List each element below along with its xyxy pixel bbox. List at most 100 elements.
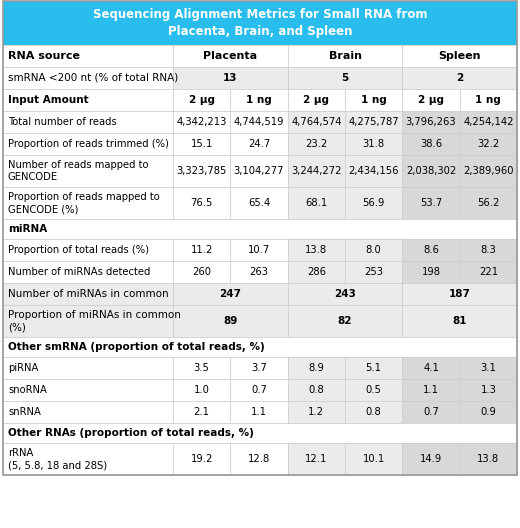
Text: 68.1: 68.1 [305,198,328,208]
Bar [345,133,402,155]
Bar [3,1,517,475]
Text: 2,389,960: 2,389,960 [463,166,514,176]
Bar [345,443,402,475]
Text: 3.1: 3.1 [480,363,496,373]
Bar [345,187,402,219]
Bar [345,239,402,261]
Bar [3,187,173,219]
Bar [173,357,230,379]
Text: Input Amount: Input Amount [8,95,88,105]
Bar [402,239,460,261]
Text: 2 µg: 2 µg [418,95,444,105]
Text: 187: 187 [449,289,471,299]
Bar [460,379,517,401]
Text: Proportion of reads mapped to
GENCODE (%): Proportion of reads mapped to GENCODE (%… [8,192,160,214]
Text: 12.1: 12.1 [305,454,328,464]
Text: Proportion of reads trimmed (%): Proportion of reads trimmed (%) [8,139,169,149]
Text: 2.1: 2.1 [193,407,210,417]
Bar [288,89,345,111]
Text: 3,104,277: 3,104,277 [234,166,284,176]
Text: smRNA <200 nt (% of total RNA): smRNA <200 nt (% of total RNA) [8,73,178,83]
Text: 1.1: 1.1 [423,385,439,395]
Bar [288,283,402,305]
Text: 10.1: 10.1 [362,454,385,464]
Bar [402,89,460,111]
Text: 221: 221 [479,267,498,277]
Text: 53.7: 53.7 [420,198,442,208]
Text: 8.3: 8.3 [480,245,496,255]
Bar [3,111,173,133]
Bar [460,401,517,423]
Text: 1 ng: 1 ng [361,95,386,105]
Bar [288,155,345,187]
Bar [402,155,460,187]
Bar [345,89,402,111]
Text: 3.5: 3.5 [194,363,210,373]
Text: snoRNA: snoRNA [8,385,47,395]
Text: 13.8: 13.8 [305,245,328,255]
Text: 8.6: 8.6 [423,245,439,255]
Text: 15.1: 15.1 [190,139,213,149]
Text: 56.9: 56.9 [362,198,385,208]
Text: RNA source: RNA source [8,51,80,61]
Text: 1.0: 1.0 [194,385,210,395]
Bar [402,111,460,133]
Bar [345,401,402,423]
Bar [230,443,288,475]
Text: 3,323,785: 3,323,785 [176,166,227,176]
Bar [402,45,517,67]
Bar [3,219,517,239]
Text: 4,275,787: 4,275,787 [348,117,399,127]
Bar [345,357,402,379]
Text: 11.2: 11.2 [190,245,213,255]
Text: rRNA
(5, 5.8, 18 and 28S): rRNA (5, 5.8, 18 and 28S) [8,448,107,470]
Bar [230,89,288,111]
Bar [3,423,517,443]
Text: 247: 247 [219,289,241,299]
Text: 76.5: 76.5 [190,198,213,208]
Bar [3,155,173,187]
Bar [460,357,517,379]
Text: 8.0: 8.0 [366,245,382,255]
Bar [3,337,517,357]
Bar [402,401,460,423]
Bar [230,261,288,283]
Bar [173,305,288,337]
Text: 4,254,142: 4,254,142 [463,117,514,127]
Text: 1.1: 1.1 [251,407,267,417]
Text: 31.8: 31.8 [362,139,385,149]
Bar [3,1,517,45]
Text: 1.2: 1.2 [308,407,324,417]
Bar [173,443,230,475]
Text: 0.8: 0.8 [308,385,324,395]
Text: Other RNAs (proportion of total reads, %): Other RNAs (proportion of total reads, %… [8,428,254,438]
Text: 263: 263 [250,267,268,277]
Bar [3,357,173,379]
Bar [173,283,288,305]
Bar [3,133,173,155]
Text: 0.9: 0.9 [480,407,496,417]
Text: 82: 82 [338,316,352,326]
Bar [230,357,288,379]
Text: 5: 5 [341,73,348,83]
Text: 65.4: 65.4 [248,198,270,208]
Bar [230,133,288,155]
Bar [230,155,288,187]
Bar [173,111,230,133]
Bar [3,45,173,67]
Bar [288,357,345,379]
Text: 4,342,213: 4,342,213 [176,117,227,127]
Bar [402,187,460,219]
Bar [460,111,517,133]
Text: Brain: Brain [329,51,361,61]
Text: 0.8: 0.8 [366,407,382,417]
Bar [345,155,402,187]
Text: 3.7: 3.7 [251,363,267,373]
Text: 1.3: 1.3 [480,385,496,395]
Text: 2 µg: 2 µg [303,95,329,105]
Text: piRNA: piRNA [8,363,38,373]
Bar [173,89,230,111]
Bar [402,261,460,283]
Bar [3,283,173,305]
Bar [402,133,460,155]
